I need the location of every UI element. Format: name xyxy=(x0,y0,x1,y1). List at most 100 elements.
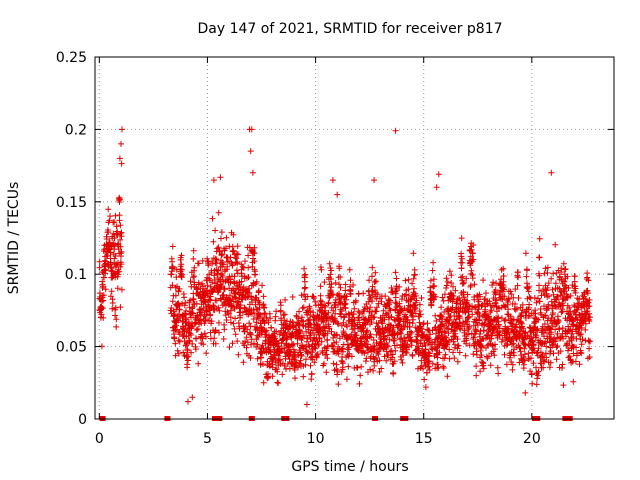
data-point xyxy=(441,355,448,362)
data-point xyxy=(400,323,407,330)
data-point xyxy=(426,358,433,365)
data-point xyxy=(371,314,378,320)
data-point xyxy=(383,357,390,364)
data-point xyxy=(371,279,378,286)
data-point xyxy=(585,299,592,306)
data-point xyxy=(473,372,480,379)
data-point xyxy=(329,177,336,184)
data-point xyxy=(176,338,183,345)
data-point xyxy=(272,313,279,320)
grid-lines xyxy=(95,57,614,419)
data-point xyxy=(336,281,343,288)
data-point xyxy=(169,298,176,305)
data-point xyxy=(390,370,397,377)
data-point xyxy=(298,314,305,321)
data-point xyxy=(392,347,399,354)
chart-title: Day 147 of 2021, SRMTID for receiver p81… xyxy=(197,21,502,37)
data-point xyxy=(360,290,367,297)
data-point xyxy=(371,287,378,294)
data-point xyxy=(526,294,533,301)
data-point xyxy=(354,364,361,371)
data-point xyxy=(576,361,583,368)
data-point xyxy=(372,269,379,276)
data-point xyxy=(172,292,179,299)
data-point xyxy=(418,357,425,364)
data-point xyxy=(296,321,303,328)
data-point xyxy=(102,266,109,273)
data-point xyxy=(327,271,334,278)
data-point xyxy=(426,367,433,373)
data-point xyxy=(234,243,241,250)
data-point xyxy=(319,298,325,305)
data-point xyxy=(267,349,274,356)
data-point xyxy=(505,296,512,302)
data-point xyxy=(209,260,216,267)
data-point xyxy=(298,353,305,359)
data-point xyxy=(222,312,229,319)
data-point xyxy=(338,308,345,315)
data-point xyxy=(227,314,234,321)
data-point xyxy=(586,310,593,317)
data-point xyxy=(561,278,568,285)
data-point xyxy=(186,337,193,344)
data-point xyxy=(195,260,202,267)
data-point xyxy=(117,304,124,311)
y-axis-label: SRMTID / TECUs xyxy=(6,182,22,295)
data-point xyxy=(557,292,564,299)
data-point xyxy=(369,283,376,290)
data-point xyxy=(190,247,197,254)
data-point xyxy=(344,323,350,330)
data-point xyxy=(98,311,105,318)
data-point xyxy=(109,305,116,312)
data-point xyxy=(206,296,213,303)
data-point xyxy=(215,244,222,251)
data-point xyxy=(446,346,453,353)
data-point xyxy=(311,359,318,366)
data-point xyxy=(254,341,261,348)
data-point xyxy=(526,301,533,308)
data-point xyxy=(175,350,182,357)
data-point xyxy=(496,331,503,338)
data-point xyxy=(201,330,208,337)
data-point xyxy=(413,297,420,304)
data-point xyxy=(373,308,380,315)
data-point xyxy=(520,365,527,372)
data-point xyxy=(566,304,573,311)
data-point xyxy=(493,297,500,304)
data-point xyxy=(543,354,550,361)
data-point xyxy=(489,282,496,289)
data-point xyxy=(190,310,197,317)
data-point xyxy=(170,264,176,271)
data-point xyxy=(318,266,325,273)
data-point xyxy=(533,381,540,388)
data-point xyxy=(446,337,452,344)
data-point xyxy=(376,331,383,338)
data-point xyxy=(214,289,221,296)
data-point xyxy=(184,361,191,368)
data-point xyxy=(464,291,471,298)
data-point xyxy=(512,301,518,307)
data-point xyxy=(508,291,515,298)
data-point xyxy=(582,320,589,327)
data-point xyxy=(207,311,214,318)
data-point xyxy=(416,308,423,314)
data-point xyxy=(277,356,283,363)
data-point xyxy=(558,309,565,316)
data-point xyxy=(487,362,494,369)
data-point xyxy=(350,311,357,318)
data-point xyxy=(199,257,206,264)
data-point xyxy=(418,295,425,301)
data-point xyxy=(175,288,182,295)
data-point xyxy=(328,267,335,274)
data-point xyxy=(105,206,112,213)
data-point xyxy=(428,345,435,352)
data-point xyxy=(117,243,124,250)
data-point xyxy=(311,344,318,351)
data-point xyxy=(261,304,268,311)
data-point xyxy=(342,281,349,288)
data-point xyxy=(436,349,443,356)
data-point xyxy=(323,351,330,358)
data-point xyxy=(336,299,343,306)
data-point xyxy=(517,348,524,355)
data-point xyxy=(116,155,123,162)
